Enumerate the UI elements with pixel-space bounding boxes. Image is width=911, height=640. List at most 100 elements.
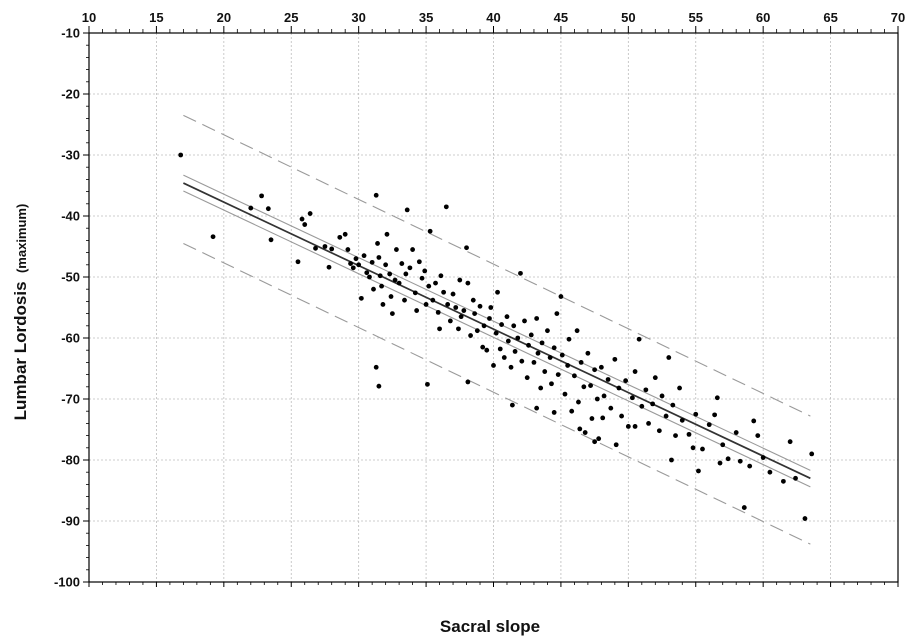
data-point xyxy=(412,290,418,296)
plot-frame xyxy=(88,32,899,583)
data-point xyxy=(394,247,399,252)
data-point xyxy=(760,455,766,460)
data-point xyxy=(427,228,433,234)
data-point xyxy=(465,280,471,286)
x-axis-title: Sacral slope xyxy=(440,617,540,636)
data-point xyxy=(248,205,254,211)
data-point xyxy=(535,350,541,356)
data-point xyxy=(613,442,619,448)
data-point xyxy=(501,355,507,360)
data-point xyxy=(608,405,614,411)
data-point xyxy=(562,391,568,397)
data-point xyxy=(594,396,600,402)
data-point xyxy=(389,311,395,316)
data-point xyxy=(445,302,451,307)
y-tick-label: -30 xyxy=(61,148,80,163)
data-point xyxy=(558,294,564,299)
data-point xyxy=(670,402,676,408)
data-point xyxy=(437,326,442,332)
data-point xyxy=(534,316,540,321)
data-point xyxy=(364,270,370,276)
data-point xyxy=(512,349,518,354)
data-point xyxy=(582,430,588,435)
data-point xyxy=(337,234,343,240)
data-point xyxy=(700,446,705,452)
data-point xyxy=(342,231,348,237)
x-tick-label: 35 xyxy=(419,10,433,25)
x-tick-label: 10 xyxy=(82,10,96,25)
data-point xyxy=(534,405,540,411)
data-point xyxy=(592,439,598,445)
data-point xyxy=(636,336,642,342)
data-point xyxy=(425,381,430,387)
data-point xyxy=(733,430,739,435)
y-tick-label: -20 xyxy=(61,87,80,102)
data-point xyxy=(577,426,583,432)
data-point xyxy=(659,393,665,399)
data-point xyxy=(456,326,461,332)
data-point xyxy=(392,277,398,283)
data-point xyxy=(438,273,444,279)
data-point xyxy=(356,262,362,268)
data-point xyxy=(596,436,602,442)
data-point xyxy=(480,344,486,350)
data-point xyxy=(376,255,382,260)
y-tick-label: -90 xyxy=(61,514,80,529)
data-point xyxy=(526,342,531,348)
data-point xyxy=(646,421,651,426)
data-point xyxy=(518,270,523,276)
data-point xyxy=(407,265,413,271)
y-tick-label: -10 xyxy=(61,26,80,41)
data-point xyxy=(725,456,731,462)
data-point xyxy=(435,309,441,315)
data-point xyxy=(497,346,503,352)
data-point xyxy=(623,378,629,384)
data-point xyxy=(511,323,517,329)
data-point xyxy=(547,355,553,360)
data-point xyxy=(538,385,544,391)
axis-tick-labels: 10 15 20 25 30 35 40 45 50 55 60 65 70 -10 -20 -30 -40 -5… xyxy=(54,10,905,590)
data-point xyxy=(367,274,372,280)
prediction-band-lower xyxy=(183,242,811,545)
data-point xyxy=(793,475,798,481)
prediction-band-upper xyxy=(183,114,811,417)
y-tick-label: -50 xyxy=(61,270,80,285)
data-point xyxy=(410,247,415,252)
data-point xyxy=(663,413,669,419)
data-point xyxy=(720,442,726,448)
data-point xyxy=(504,314,510,320)
data-point xyxy=(741,505,747,510)
data-point xyxy=(384,231,390,237)
data-point xyxy=(388,294,394,299)
data-point xyxy=(601,393,607,399)
data-point xyxy=(396,280,402,286)
y-axis-title-sub: (maximum) xyxy=(14,204,29,273)
data-point xyxy=(313,245,318,251)
data-point xyxy=(652,375,658,381)
data-point xyxy=(470,297,476,303)
x-tick-label: 50 xyxy=(621,10,635,25)
data-point xyxy=(690,445,696,451)
y-tick-label: -40 xyxy=(61,209,80,224)
data-point xyxy=(592,367,598,373)
data-point xyxy=(639,403,645,409)
data-point xyxy=(487,316,492,321)
data-point xyxy=(495,289,500,295)
data-point xyxy=(693,411,699,417)
data-point xyxy=(686,431,692,437)
data-point xyxy=(416,259,422,265)
data-point xyxy=(712,412,718,418)
data-point xyxy=(616,385,622,391)
data-point xyxy=(484,347,490,353)
data-point xyxy=(802,516,808,521)
data-point xyxy=(461,308,467,313)
data-point xyxy=(477,303,483,309)
confidence-band-lower xyxy=(183,190,811,488)
data-point xyxy=(302,222,308,227)
data-point xyxy=(551,410,557,415)
axis-ticks xyxy=(83,26,899,587)
data-point xyxy=(589,416,595,421)
x-tick-label: 40 xyxy=(486,10,500,25)
data-point xyxy=(433,280,438,286)
data-point xyxy=(414,308,420,313)
